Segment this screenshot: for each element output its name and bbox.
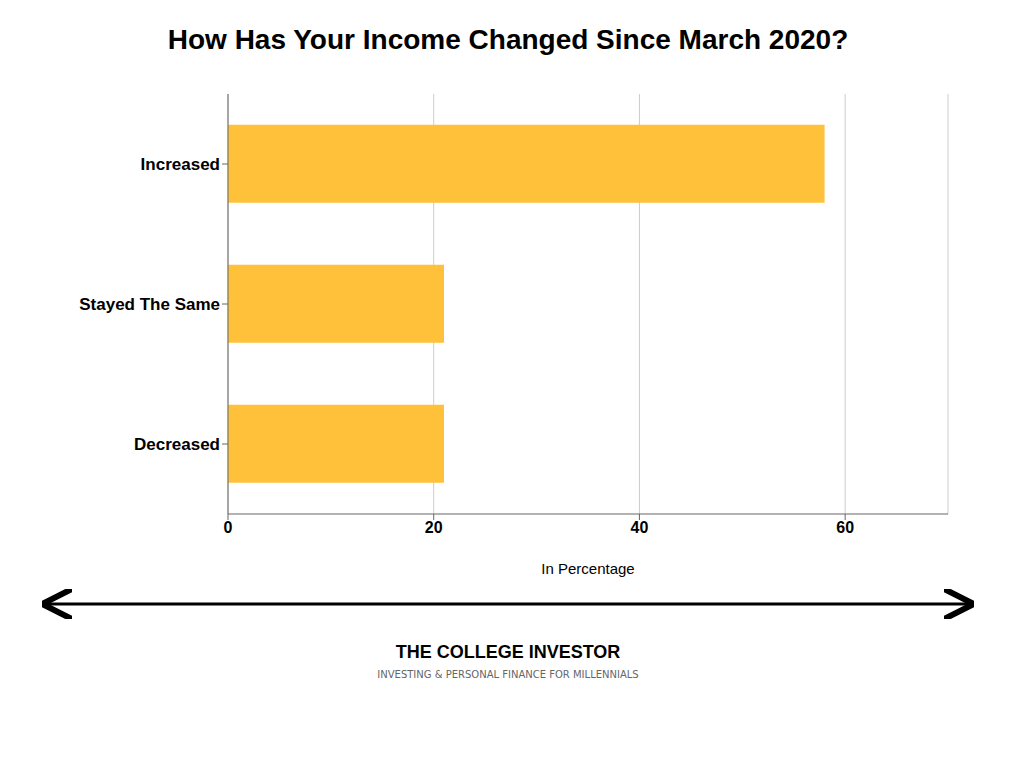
svg-text:60: 60: [836, 519, 854, 536]
svg-text:20: 20: [425, 519, 443, 536]
svg-text:0: 0: [224, 519, 233, 536]
svg-text:Increased: Increased: [141, 155, 220, 174]
svg-text:Stayed The Same: Stayed The Same: [79, 295, 220, 314]
svg-text:Decreased: Decreased: [134, 435, 220, 454]
html-text:THE COLLEGE INVESTOR: THE COLLEGE INVESTOR: [395, 642, 621, 662]
svg-text:In Percentage: In Percentage: [541, 560, 634, 577]
html-text:INVESTING & PERSONAL FINANCE F: INVESTING & PERSONAL FINANCE FOR MILLENN…: [377, 669, 639, 680]
html-text:How Has Your Income Changed Si: How Has Your Income Changed Since March …: [167, 24, 849, 55]
svg-text:40: 40: [631, 519, 649, 536]
